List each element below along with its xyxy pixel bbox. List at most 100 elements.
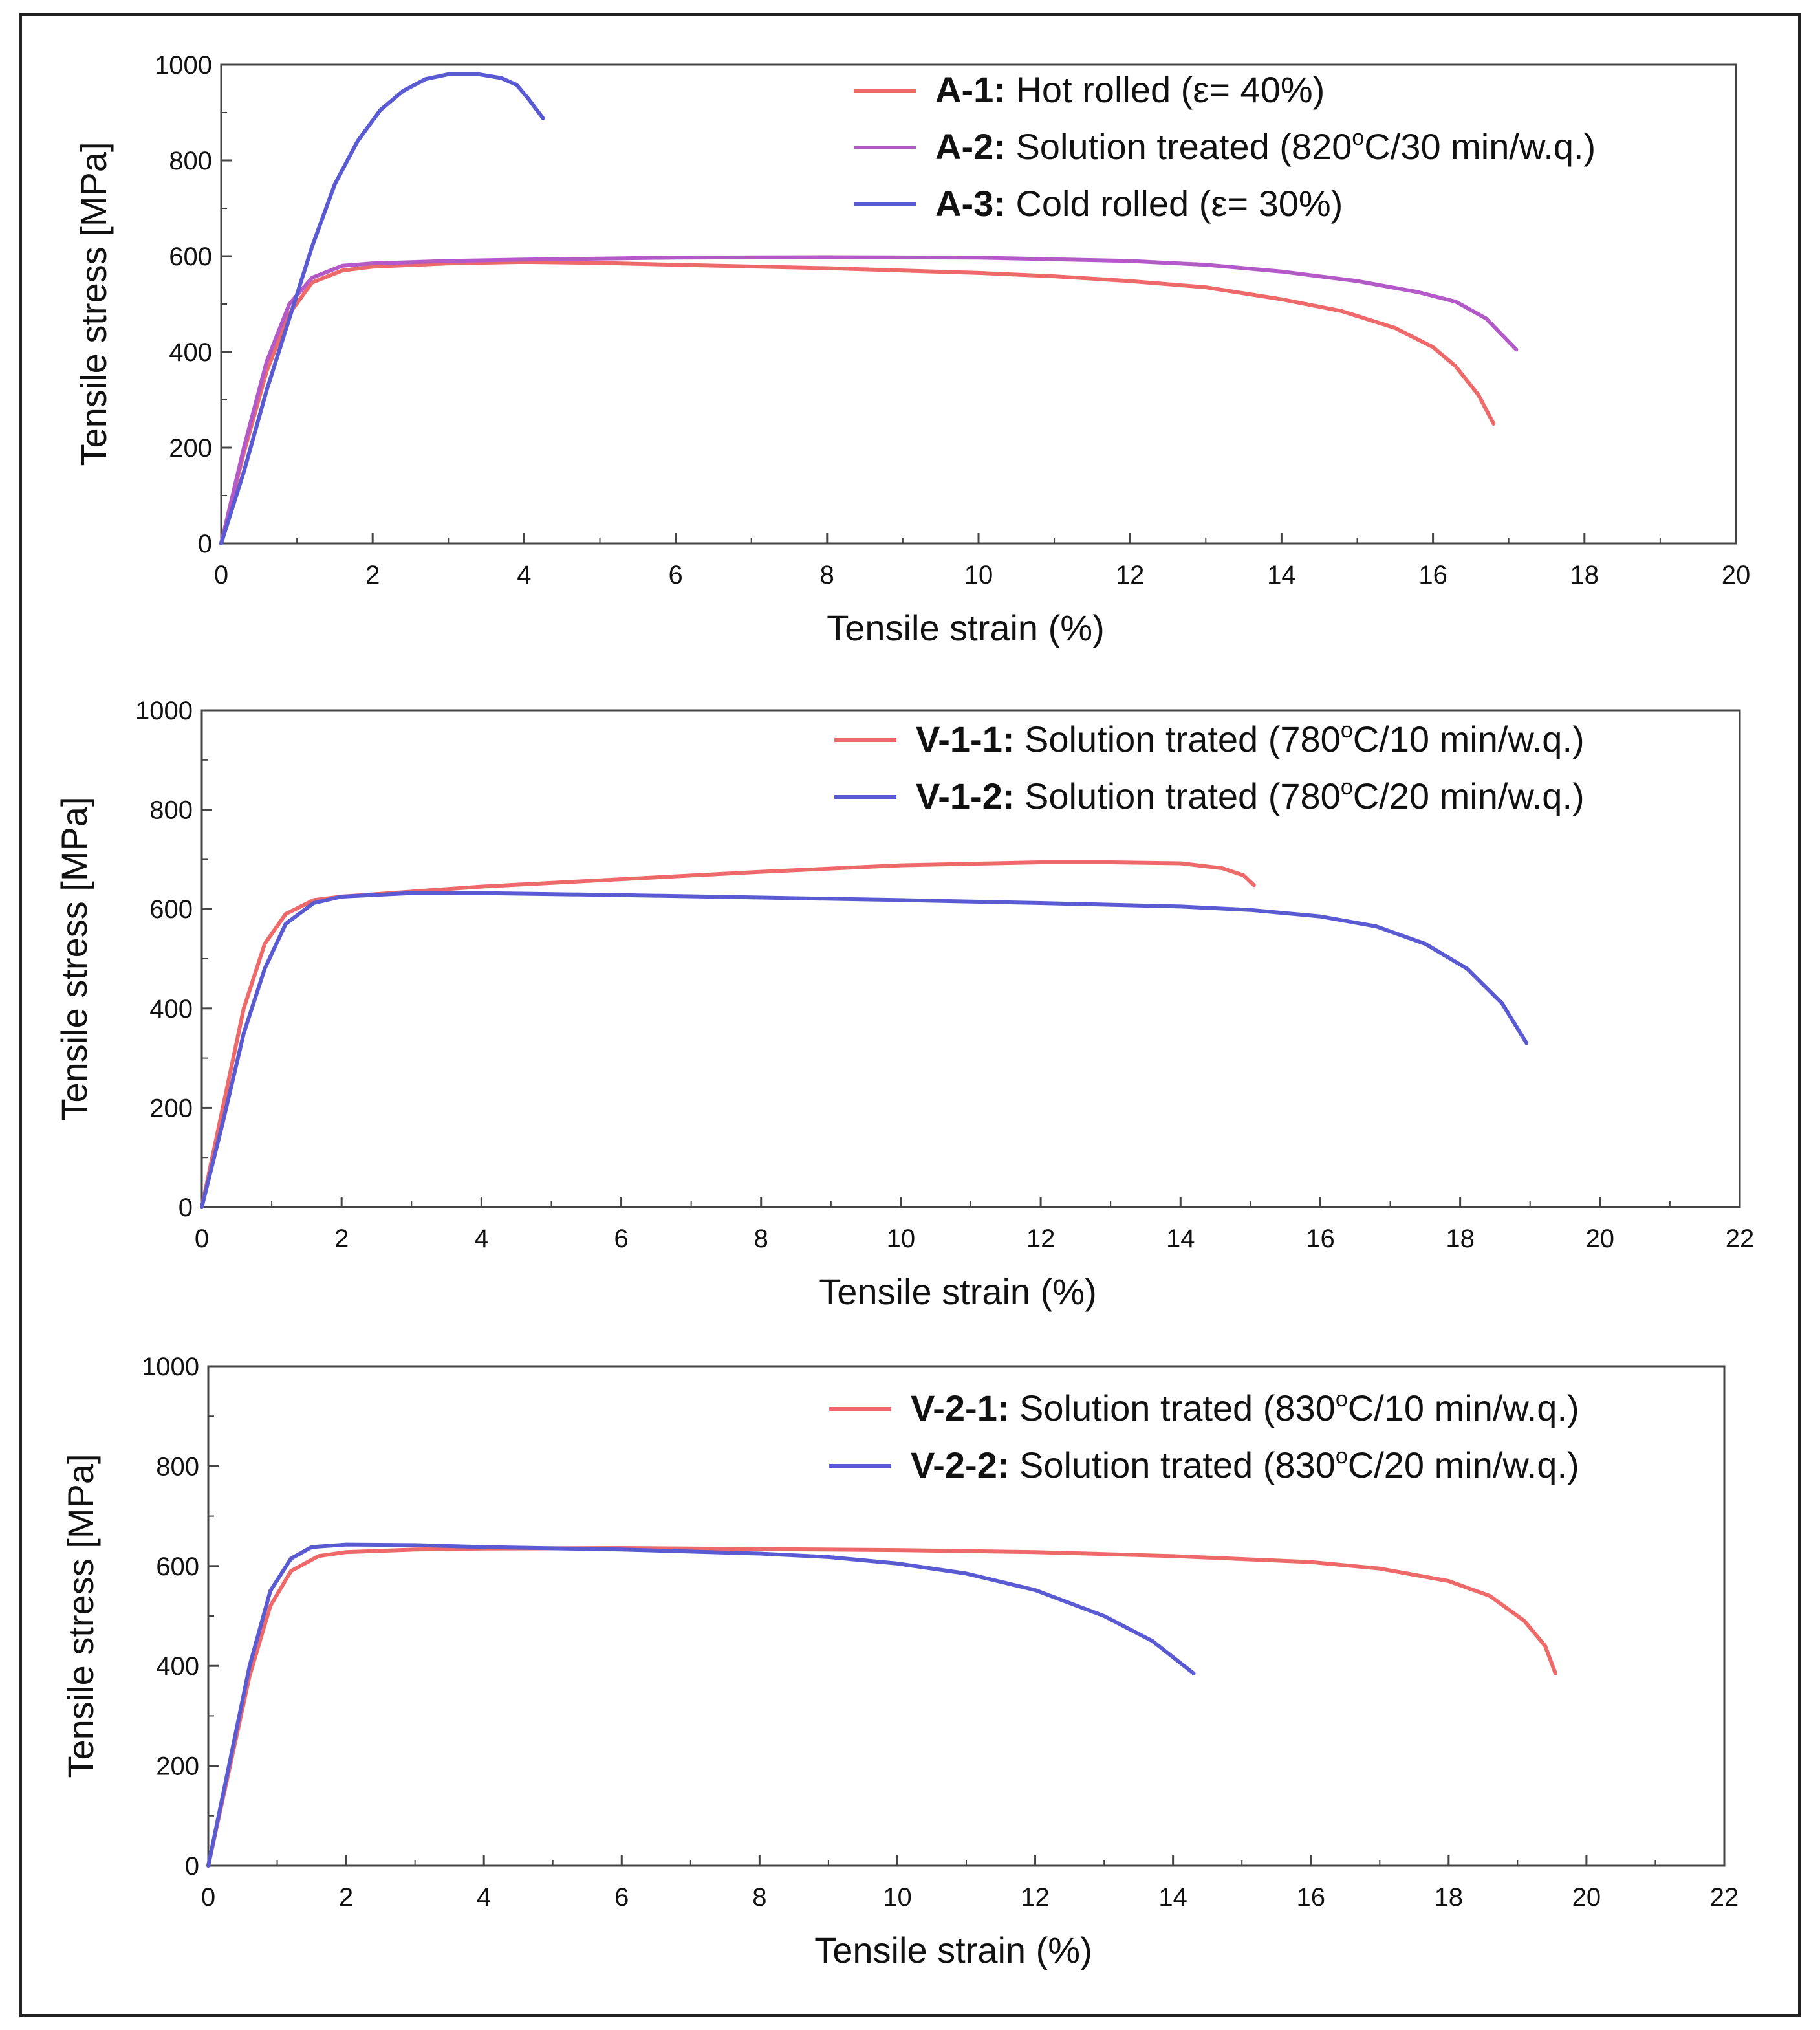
y-tick-label: 1000 bbox=[135, 697, 193, 725]
legend-desc-tail: C/20 min/w.q.) bbox=[1348, 1445, 1579, 1485]
figure-border bbox=[19, 13, 1801, 2017]
y-axis-title: Tensile stress [MPa] bbox=[60, 1454, 101, 1778]
x-tick-label: 8 bbox=[754, 1225, 768, 1253]
legend-desc: Solution treated (820 bbox=[1006, 126, 1352, 167]
x-tick-label: 4 bbox=[477, 1883, 491, 1912]
x-axis-title: Tensile strain (%) bbox=[814, 1930, 1092, 1970]
y-tick-label: 600 bbox=[156, 1553, 199, 1581]
x-axis-title: Tensile strain (%) bbox=[827, 607, 1104, 648]
x-tick-label: 12 bbox=[1021, 1883, 1050, 1912]
x-tick-label: 16 bbox=[1418, 561, 1447, 589]
legend-entry: A-3: Cold rolled (ε= 30%) bbox=[935, 183, 1343, 224]
legend-degree-sup: o bbox=[1341, 718, 1353, 743]
y-tick-label: 200 bbox=[169, 434, 212, 463]
x-tick-label: 22 bbox=[1726, 1225, 1755, 1253]
legend-series-key: V-1-2: bbox=[916, 776, 1015, 816]
x-tick-label: 14 bbox=[1267, 561, 1296, 589]
y-tick-label: 200 bbox=[156, 1752, 199, 1781]
y-axis-title: Tensile stress [MPa] bbox=[54, 796, 94, 1120]
x-tick-label: 20 bbox=[1572, 1883, 1601, 1912]
x-tick-label: 16 bbox=[1306, 1225, 1335, 1253]
legend-desc: Hot rolled (ε= 40%) bbox=[1006, 69, 1325, 110]
x-tick-label: 18 bbox=[1435, 1883, 1464, 1912]
series-line-a-1 bbox=[219, 259, 1496, 545]
legend-series-key: V-2-2: bbox=[911, 1445, 1010, 1485]
y-tick-label: 1000 bbox=[142, 1353, 199, 1381]
x-tick-label: 12 bbox=[1026, 1225, 1056, 1253]
legend-series-key: V-2-1: bbox=[911, 1388, 1010, 1428]
legend-degree-sup: o bbox=[1336, 1444, 1348, 1468]
series-line-a-2 bbox=[219, 255, 1519, 545]
legend-entry: A-2: Solution treated (820oC/30 min/w.q.… bbox=[935, 126, 1596, 167]
x-tick-label: 10 bbox=[883, 1883, 912, 1912]
legend-entry: A-1: Hot rolled (ε= 40%) bbox=[935, 69, 1325, 110]
y-tick-label: 600 bbox=[149, 895, 193, 924]
legend-entry: V-1-1: Solution trated (780oC/10 min/w.q… bbox=[916, 718, 1585, 759]
series-line-v-1-1 bbox=[200, 860, 1256, 1209]
legend-desc: Solution trated (780 bbox=[1015, 719, 1341, 759]
legend-desc: Solution trated (830 bbox=[1010, 1445, 1336, 1485]
y-tick-label: 400 bbox=[169, 338, 212, 367]
x-tick-label: 18 bbox=[1446, 1225, 1475, 1253]
legend-series-key: V-1-1: bbox=[916, 719, 1015, 759]
y-tick-label: 800 bbox=[149, 796, 193, 825]
x-tick-label: 0 bbox=[195, 1225, 209, 1253]
legend-desc: Cold rolled (ε= 30%) bbox=[1006, 183, 1343, 224]
x-tick-label: 2 bbox=[334, 1225, 349, 1253]
x-tick-label: 0 bbox=[201, 1883, 215, 1912]
x-tick-label: 8 bbox=[752, 1883, 766, 1912]
y-tick-label: 0 bbox=[185, 1852, 199, 1881]
x-axis-title: Tensile strain (%) bbox=[819, 1271, 1096, 1312]
y-tick-label: 800 bbox=[169, 147, 212, 175]
legend-series-key: A-2: bbox=[935, 126, 1006, 167]
chart-panel-1: 0 2 4 6 8 10 12 14 16 18 2002004006008001000Tensil… bbox=[73, 51, 1750, 648]
x-tick-label: 16 bbox=[1296, 1883, 1325, 1912]
y-tick-label: 800 bbox=[156, 1452, 199, 1481]
series-line-v-2-2 bbox=[206, 1542, 1196, 1868]
y-tick-label: 400 bbox=[156, 1652, 199, 1681]
legend-desc: Solution trated (830 bbox=[1010, 1388, 1336, 1428]
legend-entry: V-2-1: Solution trated (830oC/10 min/w.q… bbox=[911, 1387, 1579, 1428]
series-line-v-2-1 bbox=[206, 1546, 1557, 1868]
legend-entry: V-2-2: Solution trated (830oC/20 min/w.q… bbox=[911, 1444, 1579, 1485]
x-tick-label: 8 bbox=[820, 561, 834, 589]
legend-degree-sup: o bbox=[1341, 775, 1353, 800]
x-tick-label: 22 bbox=[1710, 1883, 1739, 1912]
legend-desc: Solution trated (780 bbox=[1015, 776, 1341, 816]
legend-desc-tail: C/10 min/w.q.) bbox=[1348, 1388, 1579, 1428]
x-tick-label: 14 bbox=[1158, 1883, 1187, 1912]
legend: A-1: Hot rolled (ε= 40%)A-2: Solution tr… bbox=[854, 69, 1596, 224]
y-tick-label: 600 bbox=[169, 243, 212, 271]
x-tick-label: 6 bbox=[668, 561, 682, 589]
x-tick-label: 14 bbox=[1166, 1225, 1195, 1253]
x-tick-label: 6 bbox=[614, 1225, 628, 1253]
x-tick-label: 10 bbox=[964, 561, 993, 589]
y-tick-label: 200 bbox=[149, 1094, 193, 1122]
x-tick-label: 20 bbox=[1722, 561, 1751, 589]
legend-desc-tail: C/30 min/w.q.) bbox=[1364, 126, 1596, 167]
x-tick-label: 2 bbox=[365, 561, 380, 589]
series-line-a-3 bbox=[219, 72, 545, 545]
legend-degree-sup: o bbox=[1352, 126, 1364, 150]
chart-panel-2: 0 2 4 6 8 10 12 14 16 18 20 22 0 200 400 600 800 1000 Tens… bbox=[54, 697, 1754, 1312]
x-tick-label: 10 bbox=[887, 1225, 916, 1253]
y-tick-label: 1000 bbox=[155, 51, 212, 80]
legend: V-1-1: Solution trated (780oC/10 min/w.q… bbox=[834, 718, 1585, 816]
y-tick-label: 0 bbox=[179, 1194, 193, 1222]
y-tick-label: 400 bbox=[149, 995, 193, 1023]
legend-entry: V-1-2: Solution trated (780oC/20 min/w.q… bbox=[916, 775, 1585, 816]
series-line-v-1-2 bbox=[200, 891, 1529, 1209]
x-tick-label: 20 bbox=[1586, 1225, 1615, 1253]
legend: V-2-1: Solution trated (830oC/10 min/w.q… bbox=[829, 1387, 1579, 1485]
x-tick-label: 18 bbox=[1570, 561, 1599, 589]
x-tick-label: 6 bbox=[614, 1883, 629, 1912]
legend-series-key: A-3: bbox=[935, 183, 1006, 224]
x-tick-label: 12 bbox=[1116, 561, 1145, 589]
legend-degree-sup: o bbox=[1336, 1387, 1348, 1412]
legend-series-key: A-1: bbox=[935, 69, 1006, 110]
y-axis-title: Tensile stress [MPa] bbox=[73, 142, 114, 466]
x-tick-label: 4 bbox=[517, 561, 531, 589]
y-tick-label: 0 bbox=[198, 530, 212, 558]
x-tick-label: 2 bbox=[339, 1883, 353, 1912]
